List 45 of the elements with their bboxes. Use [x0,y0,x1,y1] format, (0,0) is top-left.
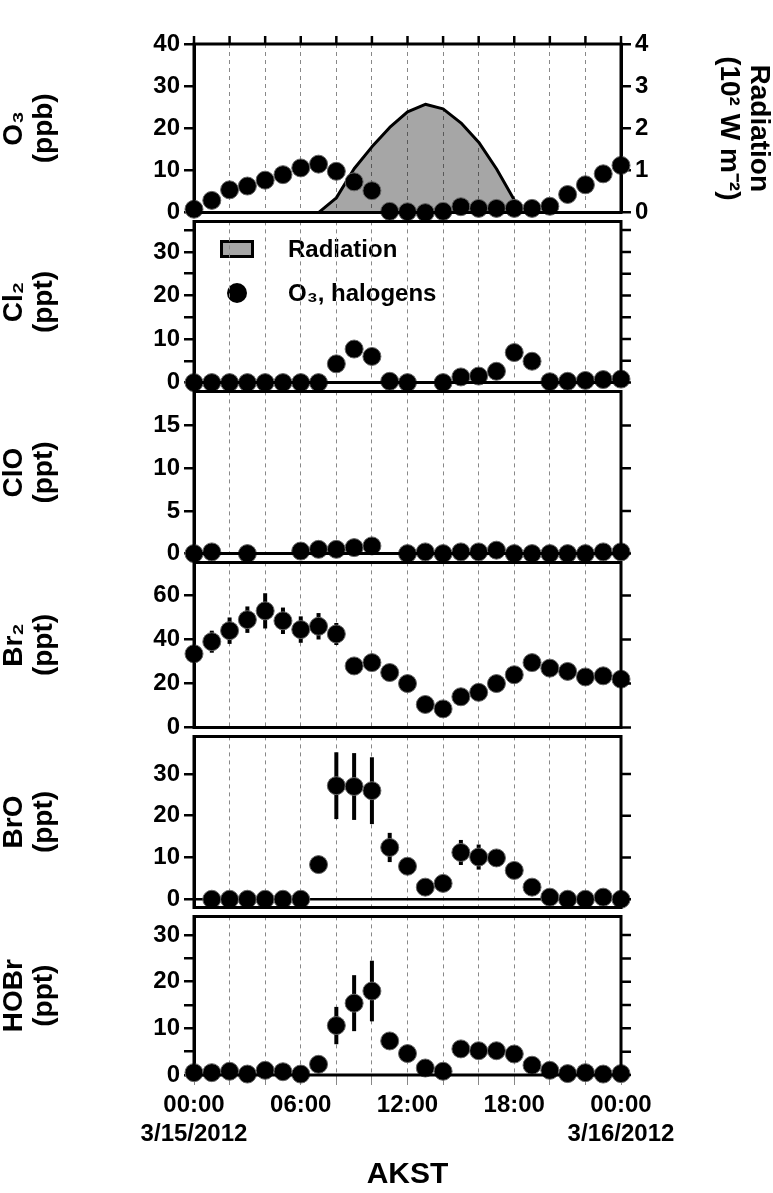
x-tick-label: 18:00 [483,1090,545,1118]
y-tick-label: 5 [166,495,180,523]
x-tick-label: 06:00 [270,1090,332,1118]
y-axis-title: ClO (ppt) [0,441,58,504]
y-tick-label: 20 [153,280,180,308]
x-tick-label: 12:00 [376,1090,439,1118]
y-axis-title: BrO (ppt) [0,790,58,854]
y2-tick-label: 1 [635,155,649,183]
y-tick-label: 0 [166,367,180,395]
y-tick-label: 15 [153,410,180,438]
y-tick-label: 20 [153,966,180,994]
y-tick-label: 0 [166,883,180,911]
legend-label: O₃, halogens [288,278,437,307]
y-tick-label: 40 [153,624,180,652]
y-tick-label: 10 [153,842,180,870]
y-tick-label: 10 [153,1012,180,1040]
x-tick-label: 00:00 3/16/2012 [567,1090,675,1146]
y-tick-label: 10 [153,155,180,183]
y-tick-label: 10 [153,323,180,351]
y-tick-label: 40 [153,28,180,56]
y2-axis-title: Radiation (10² W m⁻²) [715,56,773,201]
y2-tick-label: 4 [635,28,649,56]
y-tick-label: 30 [153,758,180,786]
legend-label: Radiation [288,234,398,263]
y-axis-title: O₃ (ppb) [0,93,58,164]
y2-tick-label: 2 [635,112,649,140]
y2-tick-label: 0 [635,197,649,225]
y-tick-label: 0 [166,712,180,740]
y2-tick-label: 3 [635,70,649,98]
y-tick-label: 0 [166,197,180,225]
y-tick-label: 20 [153,800,180,828]
y-tick-label: 30 [153,236,180,264]
y-axis-title: Br₂ (ppt) [0,613,58,677]
y-axis-title: HOBr (ppt) [0,959,58,1033]
y-tick-label: 30 [153,70,180,98]
x-axis-title: AKST [366,1156,449,1190]
y-axis-title: Cl₂ (ppt) [0,270,58,334]
x-tick-label: 00:00 3/15/2012 [140,1090,248,1146]
y-tick-label: 30 [153,919,180,947]
y-tick-label: 0 [166,538,180,566]
y-tick-label: 20 [153,668,180,696]
y-tick-label: 60 [153,580,180,608]
y-tick-label: 20 [153,112,180,140]
y-tick-label: 10 [153,452,180,480]
y-tick-label: 0 [166,1059,180,1087]
